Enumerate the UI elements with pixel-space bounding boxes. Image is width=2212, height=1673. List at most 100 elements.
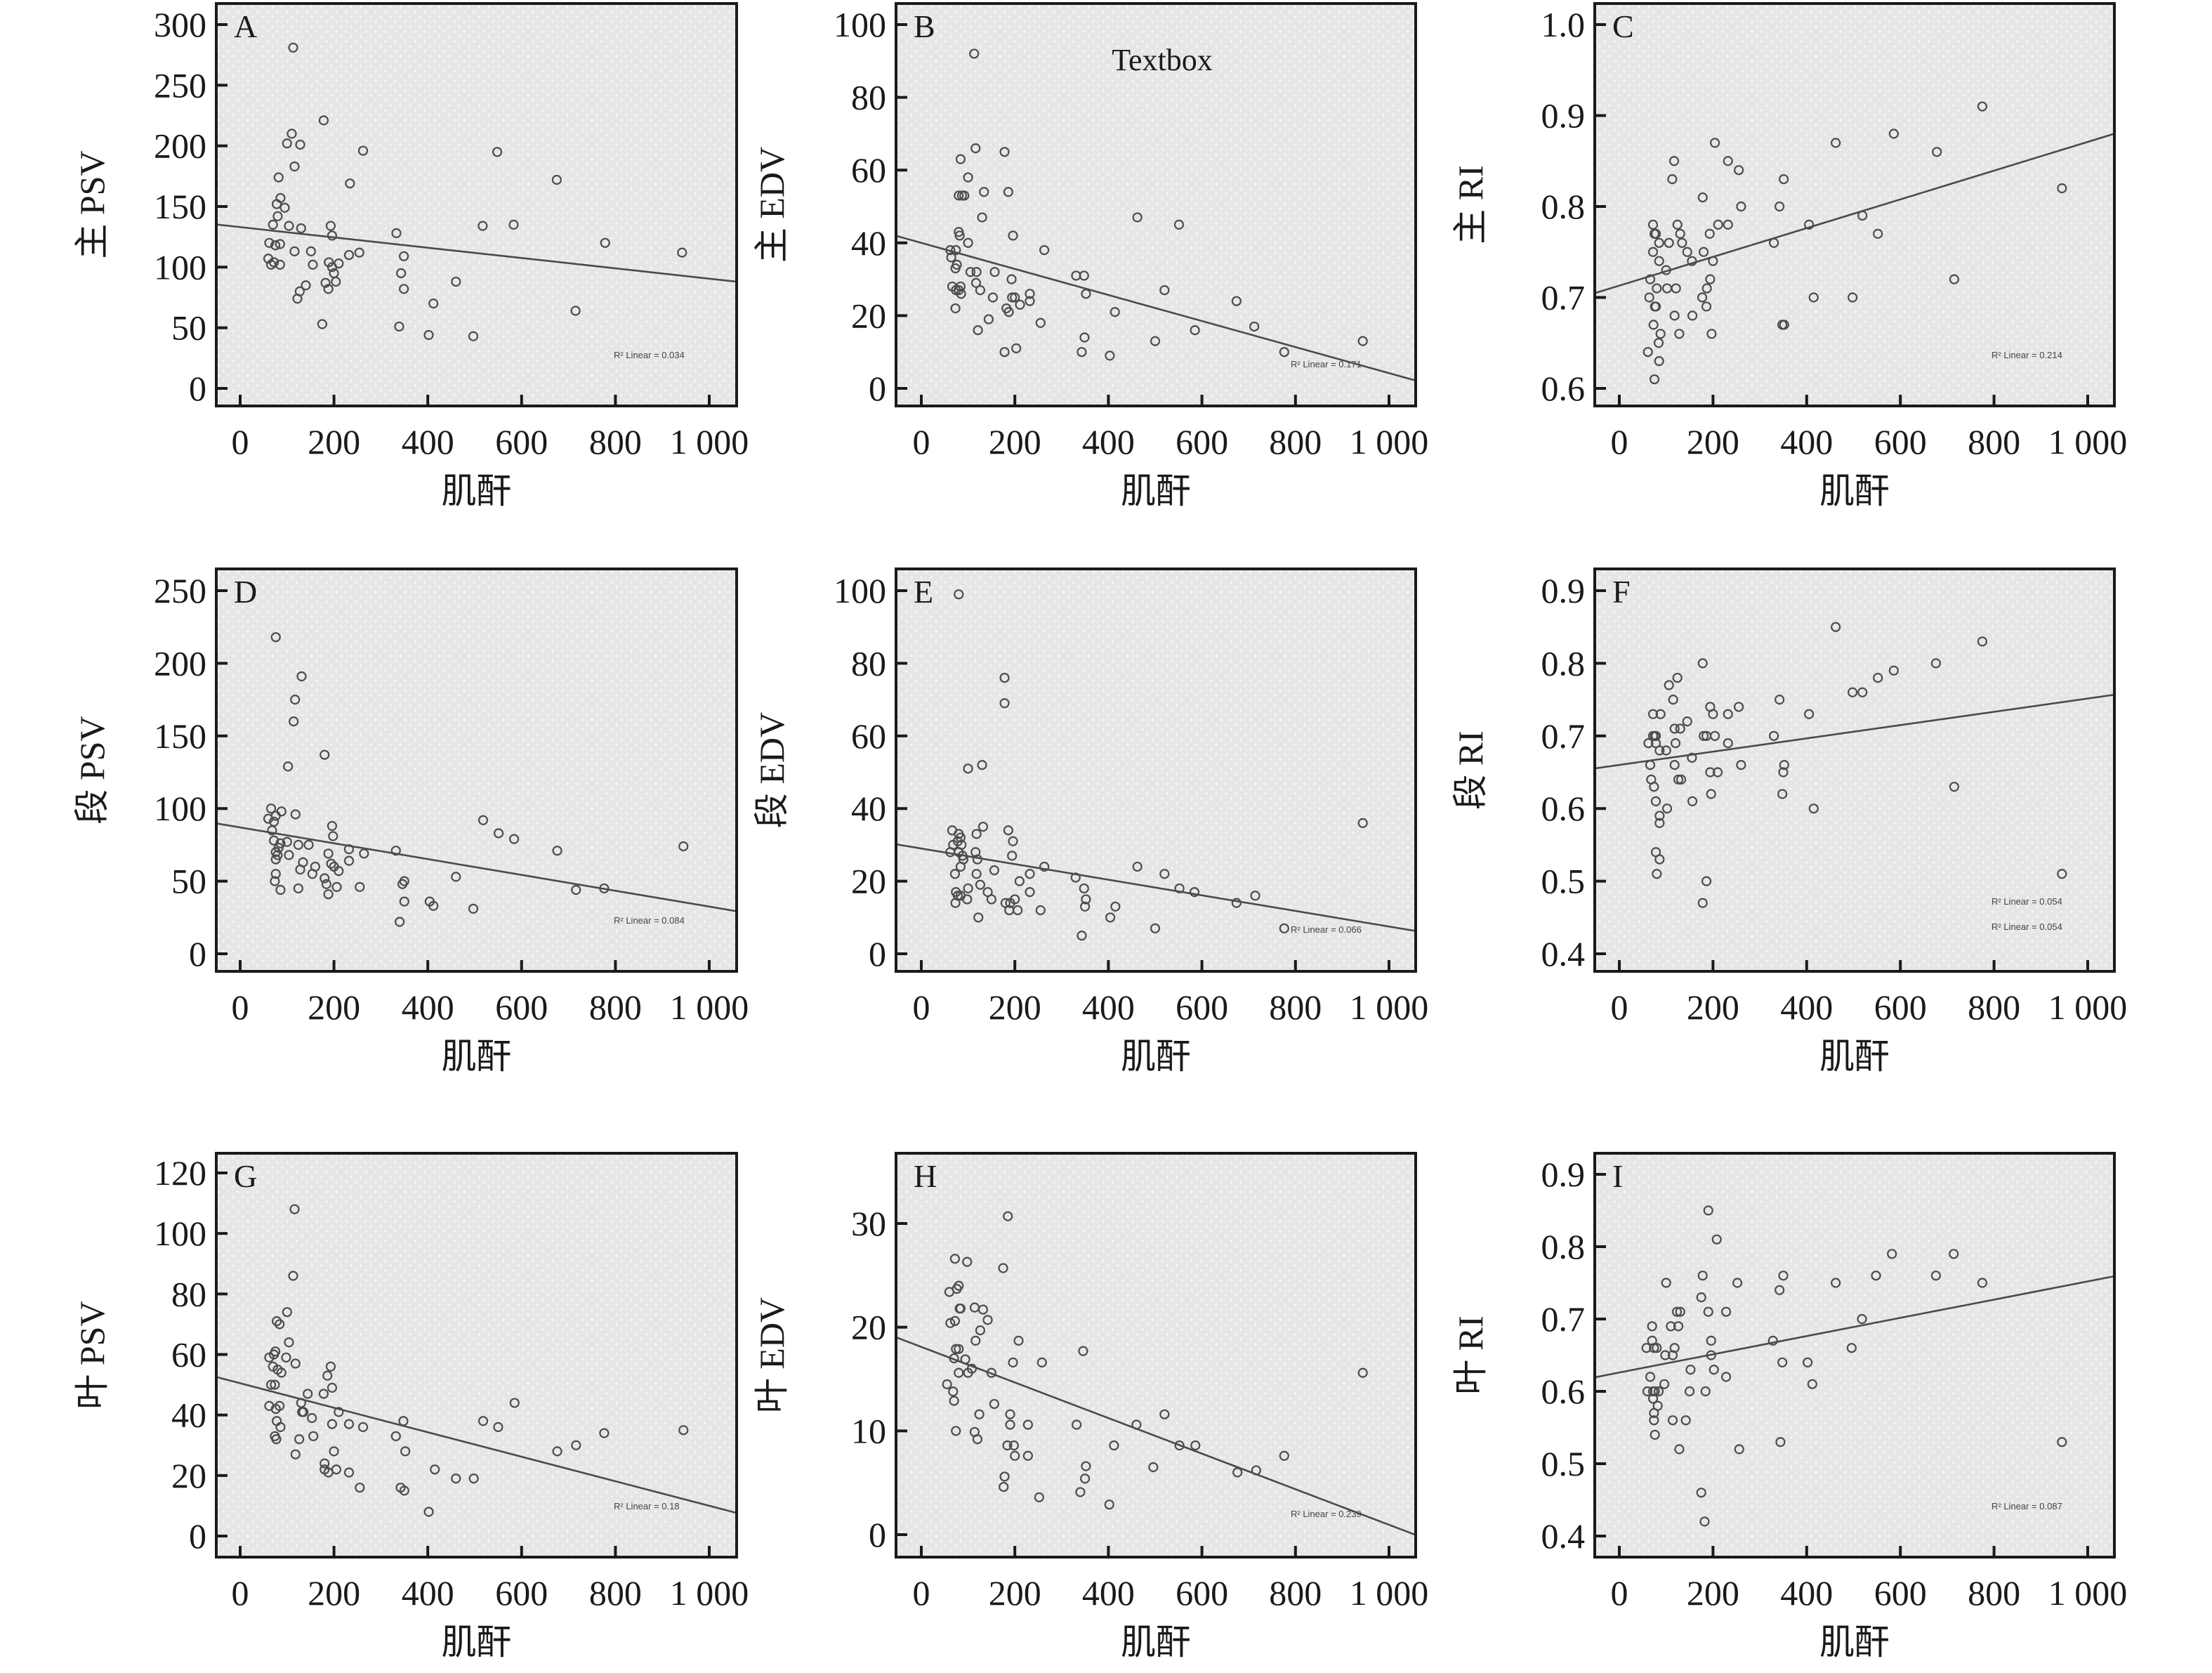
data-point bbox=[282, 138, 292, 149]
data-point bbox=[1977, 636, 1988, 647]
data-point bbox=[1148, 1462, 1159, 1473]
data-point bbox=[973, 912, 984, 923]
data-point bbox=[989, 1398, 999, 1410]
y-tick-label: 0.9 bbox=[1541, 1155, 1586, 1194]
data-point bbox=[1190, 1440, 1201, 1451]
data-point bbox=[1025, 289, 1035, 299]
data-point bbox=[322, 1370, 333, 1381]
data-point bbox=[1706, 1350, 1716, 1360]
data-point bbox=[1109, 1440, 1119, 1451]
data-point bbox=[290, 809, 301, 820]
x-tick-label: 0 bbox=[1611, 422, 1628, 461]
data-point bbox=[308, 1431, 319, 1441]
data-point bbox=[284, 850, 294, 860]
data-point bbox=[399, 251, 409, 261]
data-point bbox=[678, 1425, 689, 1436]
data-point bbox=[293, 839, 303, 851]
data-point bbox=[289, 1204, 300, 1214]
data-point bbox=[1676, 774, 1687, 785]
data-point bbox=[969, 48, 980, 59]
x-tick-label: 600 bbox=[1874, 1573, 1927, 1613]
data-point bbox=[1778, 1271, 1789, 1281]
data-point bbox=[1039, 861, 1050, 872]
data-point bbox=[1649, 374, 1660, 385]
data-point bbox=[1704, 228, 1715, 239]
x-tick-label: 600 bbox=[1176, 988, 1228, 1027]
data-point bbox=[1807, 1379, 1817, 1389]
data-point bbox=[1779, 760, 1789, 770]
r-squared-label: R² Linear = 0.066 bbox=[1291, 924, 1362, 935]
panel-g: G 0 20 40 60 80 100 120 0 200 400 600 800 1 000 肌酐 叶 PS… bbox=[72, 1152, 749, 1662]
y-tick-label: 0.6 bbox=[1541, 1372, 1586, 1411]
data-point bbox=[1668, 156, 1680, 166]
data-point bbox=[1081, 1461, 1091, 1471]
data-point bbox=[325, 1361, 336, 1372]
data-point bbox=[599, 883, 610, 894]
data-point bbox=[1775, 201, 1785, 212]
data-point bbox=[423, 329, 434, 341]
y-axis-title: 主 PSV bbox=[72, 150, 112, 258]
y-tick-label: 1.0 bbox=[1541, 5, 1586, 44]
data-point bbox=[1682, 247, 1692, 257]
data-point bbox=[955, 154, 966, 164]
panel-letter: A bbox=[234, 8, 257, 44]
data-point bbox=[1667, 1350, 1678, 1360]
data-point bbox=[270, 854, 281, 865]
data-point bbox=[355, 1482, 365, 1493]
data-point bbox=[307, 869, 317, 879]
plot-area bbox=[215, 567, 738, 973]
y-tick-label: 0.7 bbox=[1541, 278, 1586, 317]
data-point bbox=[1804, 219, 1815, 230]
data-point bbox=[329, 1446, 339, 1457]
data-point bbox=[343, 249, 355, 261]
data-point bbox=[1005, 1419, 1015, 1430]
data-point bbox=[951, 1426, 961, 1436]
data-point bbox=[1648, 320, 1659, 330]
x-tick-label: 400 bbox=[1780, 422, 1833, 461]
data-point bbox=[1008, 230, 1018, 241]
x-tick-label: 600 bbox=[1874, 988, 1927, 1027]
data-point bbox=[1733, 702, 1744, 712]
data-point bbox=[323, 284, 334, 294]
data-point bbox=[1672, 219, 1683, 230]
data-point bbox=[1644, 292, 1654, 303]
data-point bbox=[270, 811, 281, 821]
data-point bbox=[1671, 1306, 1683, 1317]
data-point bbox=[395, 917, 405, 927]
data-point bbox=[1654, 256, 1664, 266]
panel-h: H 0 10 20 30 0 200 400 600 800 1 000 肌酐 叶 EDV R² Line… bbox=[752, 1152, 1428, 1662]
data-point bbox=[1708, 256, 1718, 266]
x-axis-title: 肌酐 bbox=[442, 1622, 512, 1662]
panel-letter: D bbox=[234, 574, 257, 610]
data-point bbox=[1653, 338, 1664, 348]
data-point bbox=[281, 1352, 291, 1363]
data-point bbox=[327, 1419, 338, 1429]
plot-area bbox=[1593, 2, 2116, 407]
y-axis-title: 叶 PSV bbox=[72, 1301, 112, 1409]
data-point bbox=[1857, 687, 1868, 697]
data-point bbox=[1650, 1429, 1660, 1440]
data-point bbox=[289, 716, 299, 727]
data-point bbox=[962, 894, 973, 905]
data-point bbox=[1231, 296, 1242, 306]
data-point bbox=[451, 872, 461, 882]
data-point bbox=[1647, 247, 1659, 257]
y-tick-label: 20 bbox=[851, 296, 886, 335]
data-point bbox=[1003, 187, 1013, 197]
data-point bbox=[292, 294, 303, 304]
data-point bbox=[1159, 285, 1170, 296]
data-point bbox=[954, 589, 964, 600]
data-point bbox=[1081, 289, 1091, 299]
data-point bbox=[1079, 883, 1089, 894]
data-point bbox=[954, 1344, 964, 1354]
data-point bbox=[1670, 738, 1681, 749]
data-point bbox=[1105, 912, 1116, 923]
data-point bbox=[1005, 898, 1015, 908]
data-point bbox=[1720, 1306, 1732, 1317]
y-tick-label: 100 bbox=[834, 571, 886, 610]
data-point bbox=[999, 672, 1010, 683]
y-tick-label: 0.4 bbox=[1541, 934, 1586, 973]
data-point bbox=[1887, 1249, 1897, 1259]
data-point bbox=[1949, 1249, 1959, 1259]
